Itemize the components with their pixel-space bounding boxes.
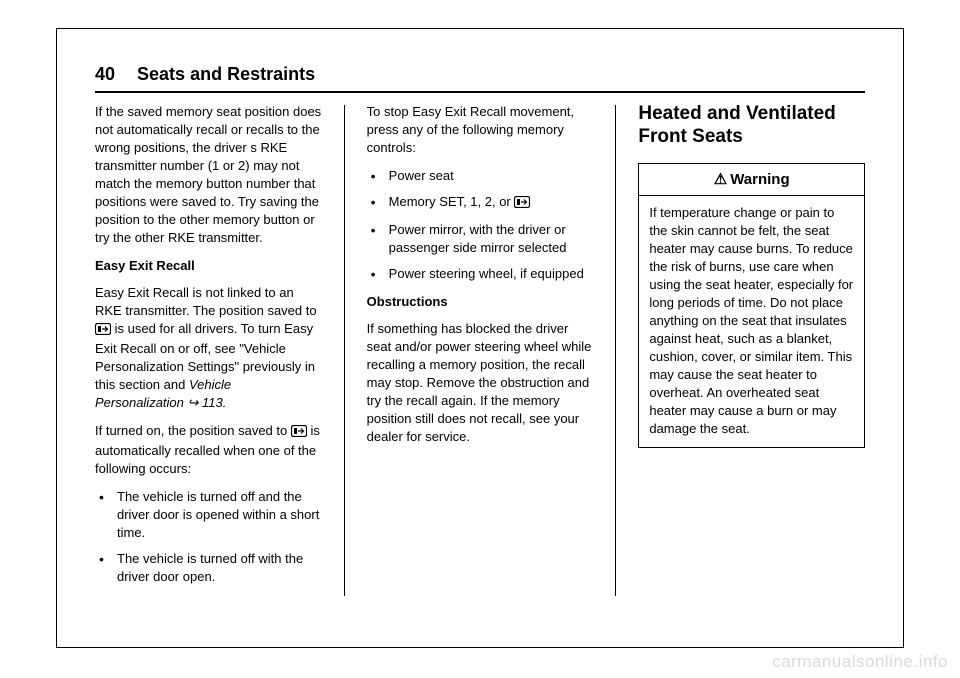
body-text: If turned on, the position saved to is a… xyxy=(95,422,322,478)
bullet-list: Power seat Memory SET, 1, 2, or Power mi… xyxy=(367,167,594,283)
list-item: Memory SET, 1, 2, or xyxy=(367,193,594,213)
body-text: If the saved memory seat position does n… xyxy=(95,103,322,247)
column-1: If the saved memory seat position does n… xyxy=(95,103,322,596)
section-title: Heated and Ventilated Front Seats xyxy=(638,103,865,149)
cross-reference-page: 113. xyxy=(202,395,226,410)
body-text: Easy Exit Recall is not linked to an RKE… xyxy=(95,284,322,412)
column-divider xyxy=(615,105,616,596)
list-item: Power steering wheel, if equipped xyxy=(367,265,594,283)
chapter-title: Seats and Restraints xyxy=(137,64,315,85)
list-item: The vehicle is turned off and the driver… xyxy=(95,488,322,542)
exit-icon xyxy=(95,322,111,340)
page-frame: 40 Seats and Restraints If the saved mem… xyxy=(56,28,904,648)
warning-box: ⚠Warning If temperature change or pain t… xyxy=(638,163,865,449)
list-item: Power seat xyxy=(367,167,594,185)
column-divider xyxy=(344,105,345,596)
subheading-obstructions: Obstructions xyxy=(367,293,594,311)
exit-icon xyxy=(291,424,307,442)
text-fragment: If turned on, the position saved to xyxy=(95,423,291,438)
content-columns: If the saved memory seat position does n… xyxy=(95,103,865,596)
exit-icon xyxy=(514,195,530,213)
warning-triangle-icon: ⚠ xyxy=(714,171,727,188)
list-item: Power mirror, with the driver or passeng… xyxy=(367,221,594,257)
text-fragment: Easy Exit Recall is not linked to an RKE… xyxy=(95,285,317,318)
warning-label: Warning xyxy=(730,171,789,188)
column-3: Heated and Ventilated Front Seats ⚠Warni… xyxy=(638,103,865,596)
watermark: carmanualsonline.info xyxy=(772,652,948,672)
warning-body: If temperature change or pain to the ski… xyxy=(639,196,864,447)
body-text: If something has blocked the driver seat… xyxy=(367,320,594,446)
cross-reference-icon: ↪ xyxy=(184,395,202,410)
page-number: 40 xyxy=(95,64,115,85)
body-text: To stop Easy Exit Recall movement, press… xyxy=(367,103,594,157)
bullet-list: The vehicle is turned off and the driver… xyxy=(95,488,322,586)
column-2: To stop Easy Exit Recall movement, press… xyxy=(367,103,594,596)
page-header: 40 Seats and Restraints xyxy=(95,64,865,93)
warning-heading: ⚠Warning xyxy=(639,164,864,197)
text-fragment: Memory SET, 1, 2, or xyxy=(389,194,515,209)
list-item: The vehicle is turned off with the drive… xyxy=(95,550,322,586)
subheading-easy-exit-recall: Easy Exit Recall xyxy=(95,257,322,275)
